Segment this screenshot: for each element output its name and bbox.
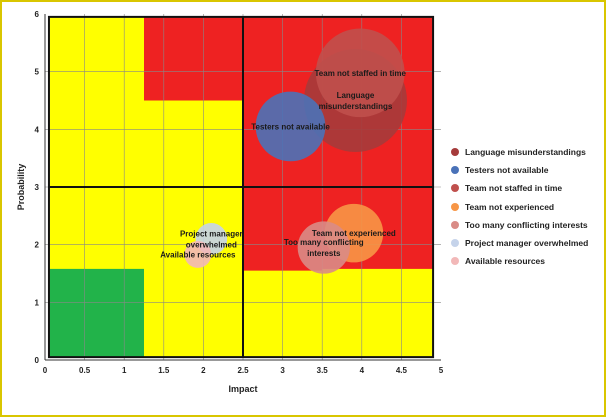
legend-swatch bbox=[451, 184, 459, 193]
y-tick-label: 6 bbox=[35, 10, 40, 19]
legend-label: Available resources bbox=[465, 256, 546, 267]
bubble-label: Project manager overwhelmed bbox=[180, 229, 243, 249]
x-tick-label: 3 bbox=[280, 366, 285, 375]
y-tick-label: 5 bbox=[35, 68, 40, 77]
y-tick-label: 4 bbox=[35, 125, 40, 134]
y-tick-label: 3 bbox=[35, 183, 40, 192]
x-axis-label: Impact bbox=[228, 384, 257, 394]
legend-item: Language misunderstandings bbox=[451, 143, 601, 161]
legend-swatch bbox=[451, 220, 459, 229]
legend-label: Too many conflicting interests bbox=[465, 219, 588, 230]
bubble-label: Team not staffed in time bbox=[315, 69, 407, 78]
y-tick-label: 0 bbox=[35, 356, 40, 365]
bubble bbox=[184, 241, 212, 268]
legend-item: Available resources bbox=[451, 252, 601, 270]
legend-item: Too many conflicting interests bbox=[451, 216, 601, 234]
x-tick-label: 1.5 bbox=[158, 366, 170, 375]
zone-1 bbox=[144, 16, 243, 101]
legend-swatch bbox=[451, 148, 459, 157]
bubble bbox=[255, 91, 326, 162]
x-tick-label: 0.5 bbox=[79, 366, 91, 375]
legend-label: Project manager overwhelmed bbox=[465, 238, 589, 249]
legend-label: Language misunderstandings bbox=[465, 147, 586, 158]
bubble-label: Testers not available bbox=[251, 122, 330, 131]
bubble-label: Available resources bbox=[160, 250, 236, 259]
legend-label: Testers not available bbox=[465, 165, 549, 176]
legend-swatch bbox=[451, 202, 459, 211]
legend-label: Team not staffed in time bbox=[465, 183, 563, 194]
x-tick-label: 5 bbox=[439, 366, 444, 375]
y-axis-label: Probability bbox=[16, 164, 26, 211]
y-tick-label: 2 bbox=[35, 241, 40, 250]
legend-swatch bbox=[451, 239, 459, 248]
bubble bbox=[297, 221, 350, 274]
x-tick-label: 2.5 bbox=[237, 366, 249, 375]
bubble-label: Language misunderstandings bbox=[319, 91, 393, 111]
legend-item: Testers not available bbox=[451, 161, 601, 179]
legend-label: Team not experienced bbox=[465, 201, 555, 212]
legend-item: Team not experienced bbox=[451, 198, 601, 216]
x-tick-label: 0 bbox=[43, 366, 48, 375]
bubble bbox=[315, 28, 405, 118]
legend-swatch bbox=[451, 257, 459, 266]
x-tick-label: 3.5 bbox=[317, 366, 329, 375]
x-tick-label: 4 bbox=[360, 366, 365, 375]
bubble-label: Team not experienced bbox=[312, 229, 396, 238]
legend-item: Project manager overwhelmed bbox=[451, 234, 601, 252]
y-tick-label: 1 bbox=[35, 298, 40, 307]
zone-5 bbox=[48, 268, 144, 358]
x-tick-label: 4.5 bbox=[396, 366, 408, 375]
bubble-label: Too many conflicting interests bbox=[284, 238, 364, 258]
legend: Language misunderstandings Testers not av… bbox=[451, 143, 601, 270]
x-tick-label: 2 bbox=[201, 366, 206, 375]
x-tick-label: 1 bbox=[122, 366, 127, 375]
legend-swatch bbox=[451, 166, 459, 175]
legend-item: Team not staffed in time bbox=[451, 179, 601, 197]
